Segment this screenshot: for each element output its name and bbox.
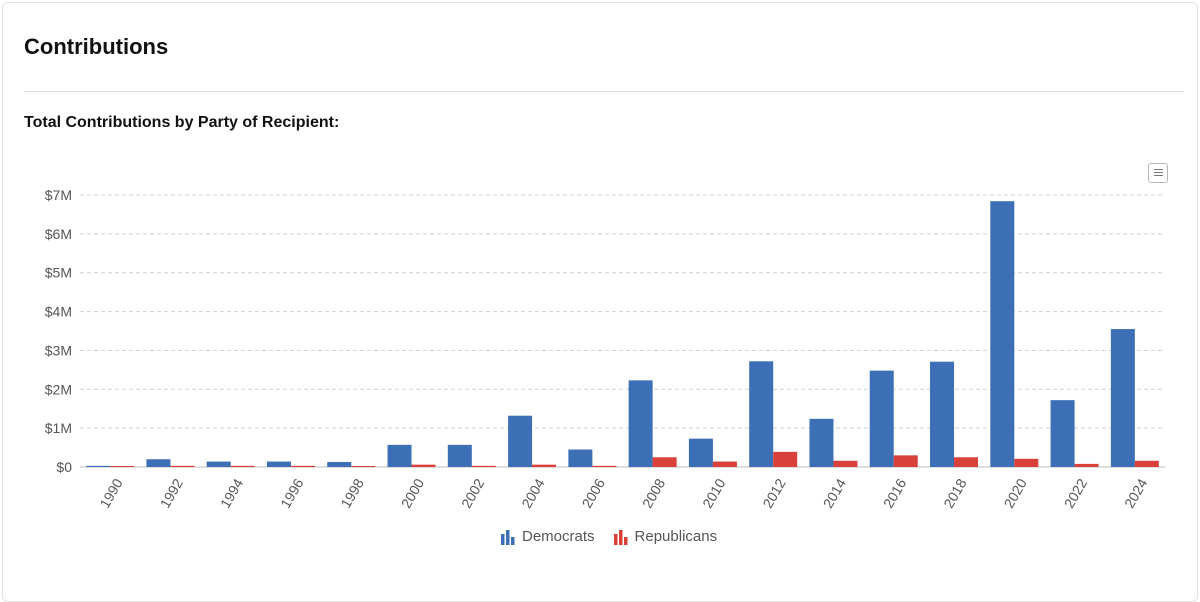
x-tick-label: 1992 xyxy=(157,476,187,511)
bar-republicans-2002[interactable] xyxy=(471,465,496,467)
x-tick-label: 1990 xyxy=(96,476,126,511)
bar-republicans-2018[interactable] xyxy=(954,457,979,467)
hamburger-menu-icon xyxy=(1154,169,1163,178)
bar-republicans-1994[interactable] xyxy=(230,465,255,467)
bar-chart-icon xyxy=(501,529,515,545)
bar-republicans-2000[interactable] xyxy=(411,464,436,467)
bar-democrats-1998[interactable] xyxy=(327,461,352,467)
bar-democrats-2018[interactable] xyxy=(930,361,955,467)
chart-heading: Total Contributions by Party of Recipien… xyxy=(24,114,340,131)
bar-democrats-2016[interactable] xyxy=(869,370,894,467)
x-tick-label: 2010 xyxy=(699,476,729,511)
bar-republicans-2020[interactable] xyxy=(1014,458,1039,467)
bar-democrats-2022[interactable] xyxy=(1050,400,1075,467)
bar-democrats-2000[interactable] xyxy=(387,444,412,467)
bar-republicans-2024[interactable] xyxy=(1134,460,1159,467)
bar-democrats-2010[interactable] xyxy=(688,438,713,467)
y-tick-label: $2M xyxy=(45,381,72,397)
x-tick-label: 2004 xyxy=(518,476,548,511)
y-tick-label: $4M xyxy=(45,304,72,320)
x-tick-label: 2014 xyxy=(820,476,850,511)
bar-democrats-2014[interactable] xyxy=(809,418,834,467)
bar-democrats-1996[interactable] xyxy=(266,461,291,467)
bar-republicans-2004[interactable] xyxy=(532,464,557,467)
bar-republicans-2012[interactable] xyxy=(773,451,798,467)
section-title: Contributions xyxy=(24,34,169,59)
legend-label-democrats: Democrats xyxy=(522,528,595,545)
bar-democrats-1990[interactable] xyxy=(86,465,111,467)
bar-republicans-2014[interactable] xyxy=(833,460,858,467)
bar-democrats-2020[interactable] xyxy=(990,201,1015,467)
x-tick-label: 1998 xyxy=(337,476,367,511)
x-tick-label: 1996 xyxy=(277,476,307,511)
bar-democrats-1994[interactable] xyxy=(206,461,231,467)
legend-label-republicans: Republicans xyxy=(634,528,718,545)
legend-item-democrats[interactable]: Democrats xyxy=(500,528,595,545)
y-tick-label: $0 xyxy=(56,459,72,475)
x-tick-label: 2020 xyxy=(1000,476,1030,511)
x-tick-label: 2002 xyxy=(458,476,488,511)
bar-democrats-2008[interactable] xyxy=(628,380,653,467)
bar-republicans-1992[interactable] xyxy=(170,465,195,467)
x-tick-label: 2006 xyxy=(579,476,609,511)
y-tick-label: $5M xyxy=(45,265,72,281)
divider xyxy=(24,91,1184,92)
x-tick-label: 2022 xyxy=(1061,476,1091,511)
x-tick-label: 2012 xyxy=(759,476,789,511)
bar-republicans-2022[interactable] xyxy=(1074,463,1099,467)
bar-democrats-2004[interactable] xyxy=(508,415,533,467)
chart-legend: Democrats Republicans xyxy=(500,528,717,545)
bar-republicans-1990[interactable] xyxy=(110,466,135,467)
bar-republicans-1996[interactable] xyxy=(290,465,315,467)
x-tick-label: 2024 xyxy=(1121,476,1151,511)
bar-republicans-2006[interactable] xyxy=(592,465,617,467)
y-tick-label: $6M xyxy=(45,226,72,242)
legend-item-republicans[interactable]: Republicans xyxy=(613,528,718,545)
bar-democrats-2012[interactable] xyxy=(749,361,774,467)
y-tick-label: $1M xyxy=(45,420,72,436)
chart-menu-button[interactable] xyxy=(1148,163,1168,183)
x-tick-label: 1994 xyxy=(217,476,247,511)
bar-democrats-2002[interactable] xyxy=(447,444,472,467)
bar-republicans-2016[interactable] xyxy=(893,455,918,467)
bar-chart-icon xyxy=(613,529,628,545)
bar-republicans-1998[interactable] xyxy=(351,466,376,467)
y-tick-label: $7M xyxy=(45,187,72,203)
x-tick-label: 2018 xyxy=(940,476,970,511)
x-tick-label: 2008 xyxy=(639,476,669,511)
bar-republicans-2010[interactable] xyxy=(712,461,737,467)
y-tick-label: $3M xyxy=(45,342,72,358)
bar-democrats-1992[interactable] xyxy=(146,459,171,467)
bar-republicans-2008[interactable] xyxy=(652,457,677,467)
bar-democrats-2024[interactable] xyxy=(1110,329,1135,467)
bar-democrats-2006[interactable] xyxy=(568,449,593,467)
x-tick-label: 2000 xyxy=(398,476,428,511)
x-tick-label: 2016 xyxy=(880,476,910,511)
